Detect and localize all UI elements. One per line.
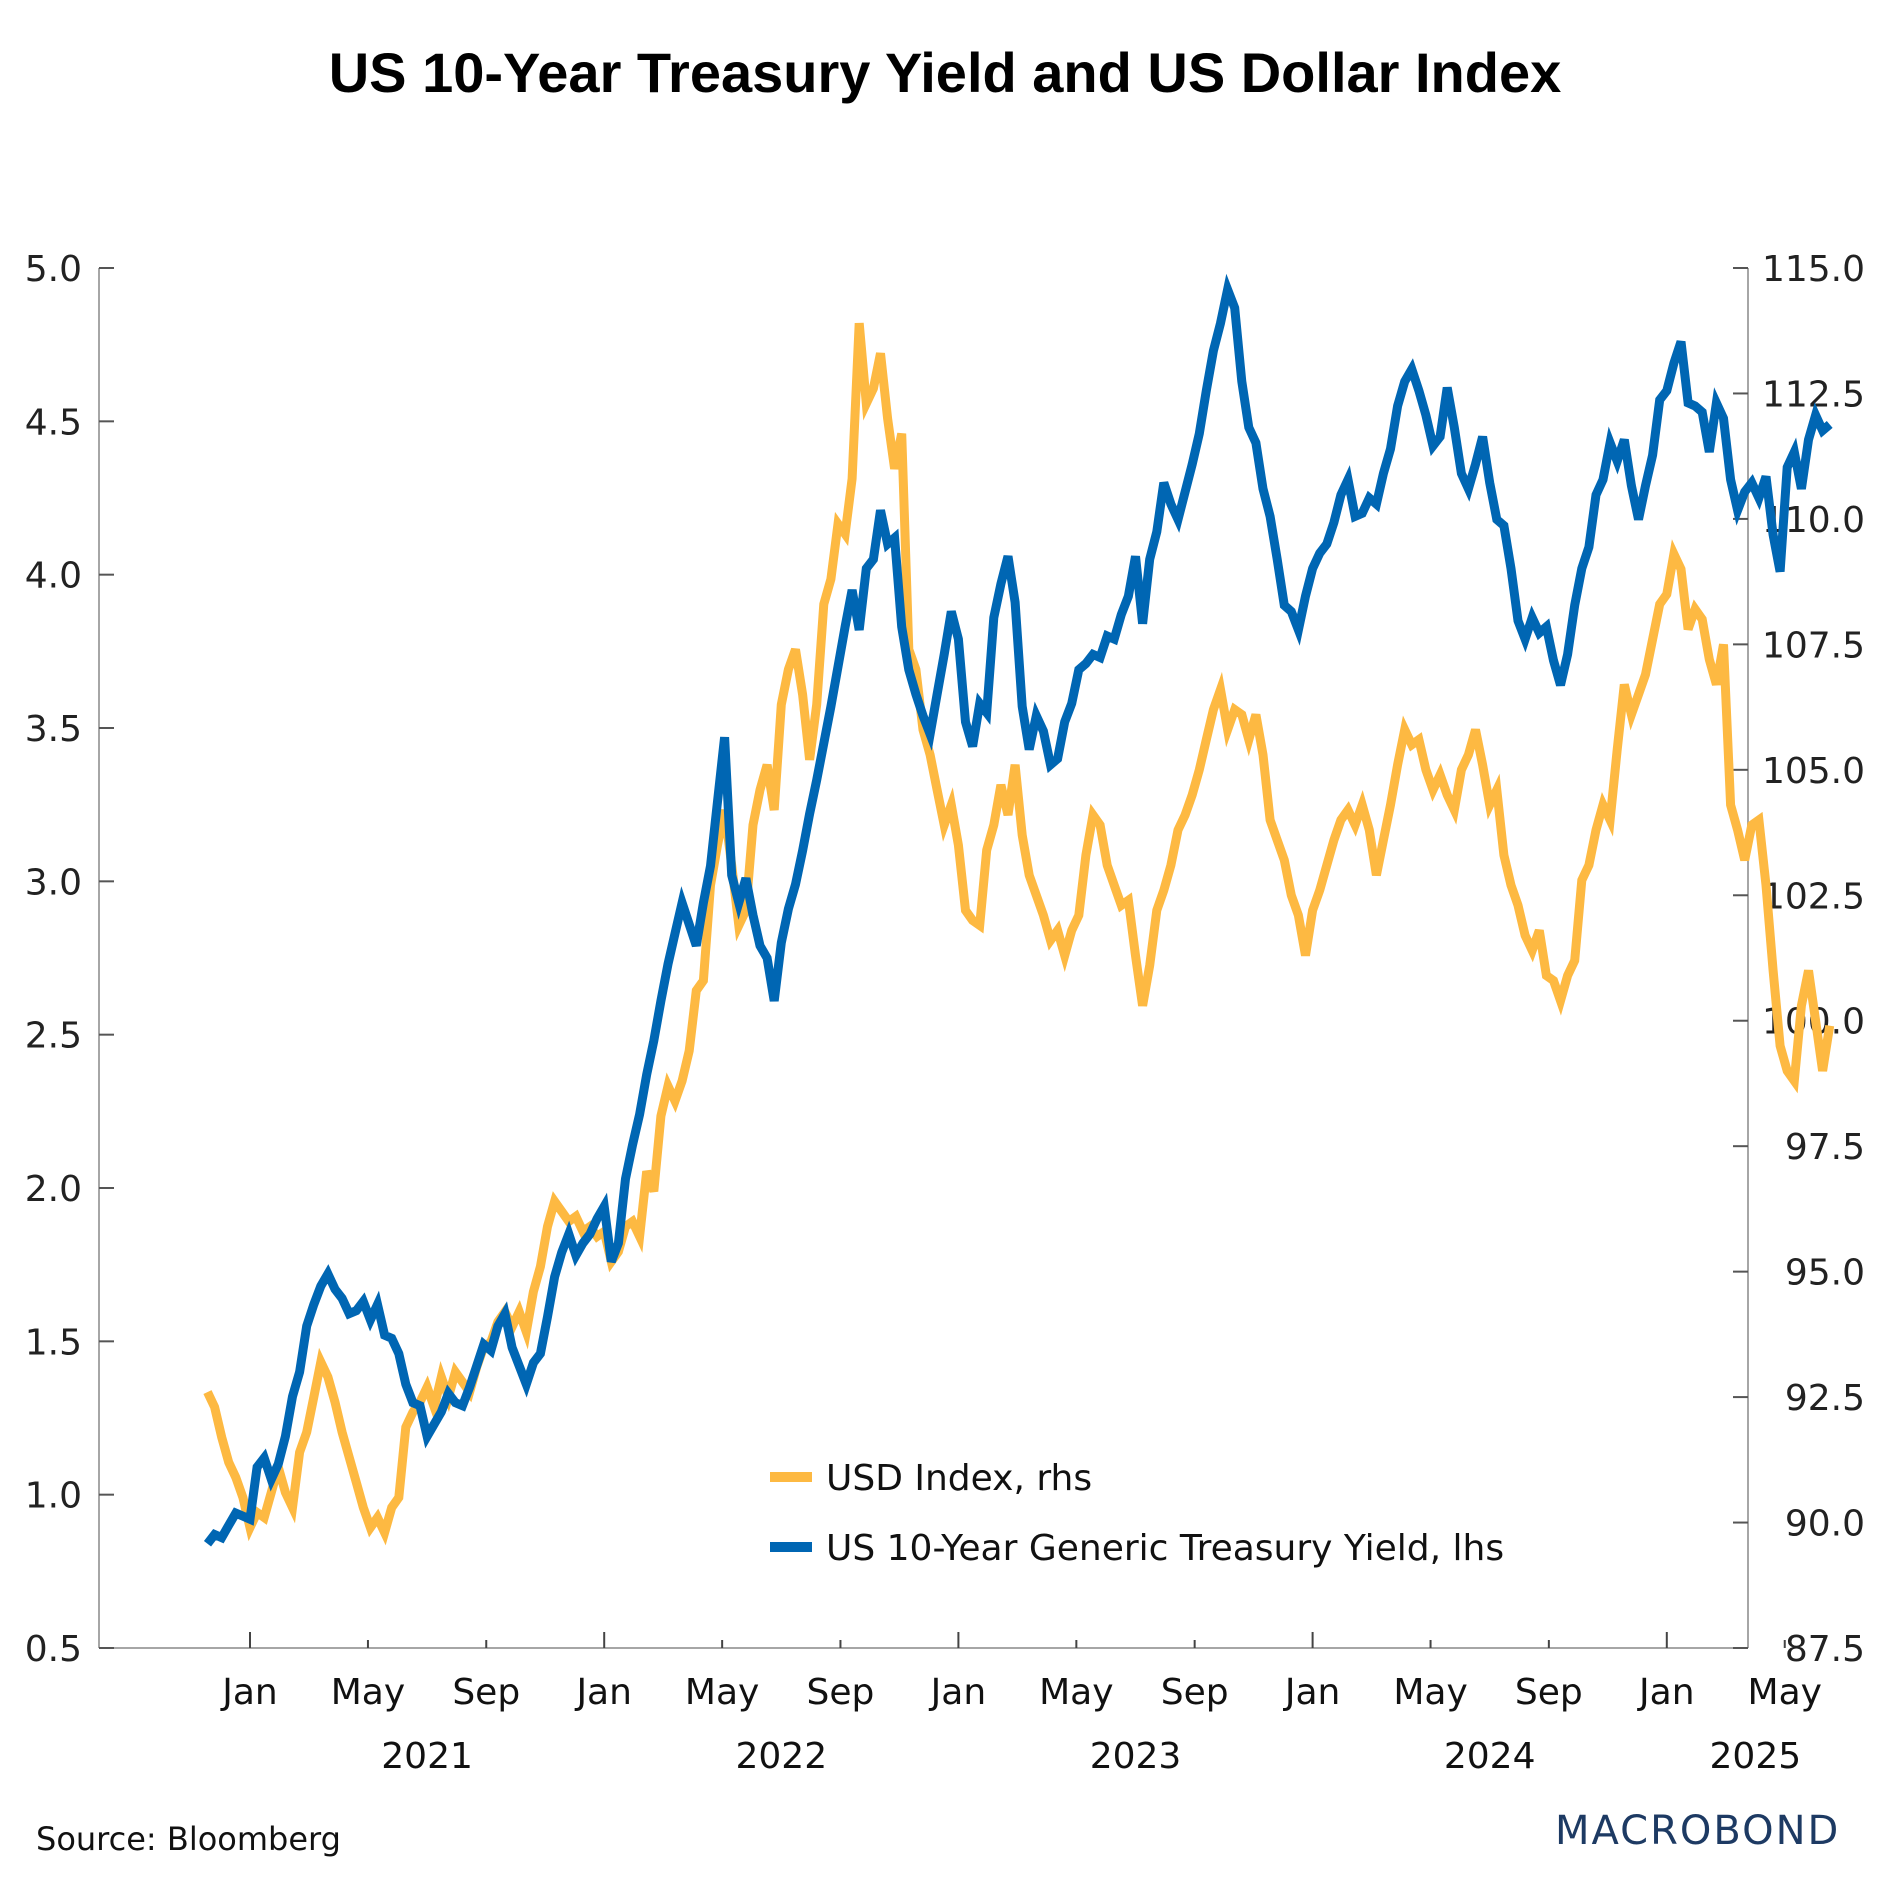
x-month-label: May — [1039, 1672, 1113, 1713]
right-tick-label: 97.5 — [1785, 1127, 1865, 1168]
left-tick-label: 4.0 — [25, 556, 82, 597]
series-layer — [203, 273, 1835, 1547]
left-tick-label: 1.0 — [25, 1476, 82, 1517]
x-month-label: May — [1748, 1672, 1822, 1713]
legend-swatch-yield — [770, 1542, 812, 1552]
macrobond-logo: MACROBOND — [1555, 1808, 1841, 1854]
left-tick-label: 5.0 — [25, 249, 82, 290]
legend: USD Index, rhs US 10-Year Generic Treasur… — [770, 1458, 1504, 1569]
left-tick-label: 1.5 — [25, 1322, 82, 1363]
left-tick-label: 2.0 — [25, 1169, 82, 1210]
x-year-label: 2022 — [735, 1736, 827, 1777]
right-tick-label: 105.0 — [1762, 751, 1865, 792]
x-month-label: Sep — [807, 1672, 875, 1713]
x-month-label: Jan — [220, 1672, 278, 1713]
x-month-label: Jan — [929, 1672, 987, 1713]
right-tick-label: 90.0 — [1785, 1504, 1865, 1545]
right-tick-label: 107.5 — [1762, 625, 1865, 666]
legend-swatch-usd — [770, 1472, 812, 1482]
treasury-yield-line — [203, 273, 1833, 1547]
x-month-label: May — [1393, 1672, 1467, 1713]
right-tick-label: 92.5 — [1785, 1378, 1865, 1419]
right-tick-label: 115.0 — [1762, 249, 1865, 290]
x-month-label: Jan — [574, 1672, 632, 1713]
left-tick-label: 0.5 — [25, 1629, 82, 1670]
x-year-label: 2025 — [1710, 1736, 1802, 1777]
legend-label-yield: US 10-Year Generic Treasury Yield, lhs — [826, 1528, 1504, 1569]
x-year-label: 2023 — [1090, 1736, 1182, 1777]
left-tick-label: 3.0 — [25, 862, 82, 903]
x-year-label: 2024 — [1444, 1736, 1536, 1777]
x-month-label: Jan — [1637, 1672, 1695, 1713]
usd-index-line — [203, 322, 1835, 1546]
right-tick-label: 102.5 — [1762, 876, 1865, 917]
x-year-label: 2021 — [381, 1736, 473, 1777]
left-tick-label: 3.5 — [25, 709, 82, 750]
x-month-label: Sep — [1515, 1672, 1583, 1713]
source-note: Source: Bloomberg — [36, 1820, 341, 1858]
x-month-label: Jan — [1283, 1672, 1341, 1713]
right-tick-label: 87.5 — [1785, 1629, 1865, 1670]
left-tick-label: 2.5 — [25, 1016, 82, 1057]
x-month-label: May — [685, 1672, 759, 1713]
x-month-label: Sep — [1161, 1672, 1229, 1713]
right-tick-label: 95.0 — [1785, 1253, 1865, 1294]
chart-title: US 10-Year Treasury Yield and US Dollar … — [328, 41, 1562, 104]
x-month-label: May — [331, 1672, 405, 1713]
left-tick-label: 4.5 — [25, 402, 82, 443]
legend-label-usd: USD Index, rhs — [826, 1458, 1092, 1499]
axes-group: 5.04.54.03.53.02.52.01.51.00.5115.0112.5… — [25, 249, 1865, 1777]
x-month-label: Sep — [452, 1672, 520, 1713]
